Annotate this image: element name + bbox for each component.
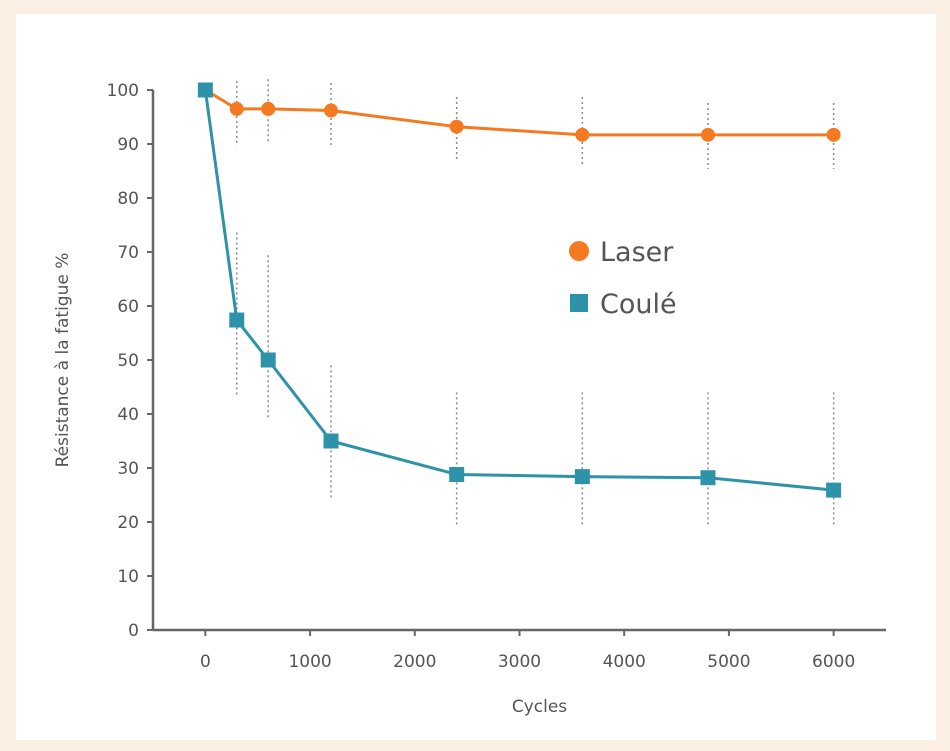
x-tick-label: 5000 <box>707 652 750 672</box>
y-tick-label: 60 <box>117 297 139 317</box>
y-tick-label: 30 <box>117 459 139 479</box>
data-point <box>197 82 213 98</box>
legend-label-laser: Laser <box>600 237 674 268</box>
data-point <box>574 469 590 485</box>
x-tick-label: 3000 <box>498 652 541 672</box>
data-point <box>700 127 715 142</box>
legend: Laser Coulé <box>569 237 677 320</box>
series <box>197 82 842 498</box>
chart-card: 0 10 20 30 40 50 60 70 80 90 100 0 1000 2000 3000 4000 5… <box>16 14 936 740</box>
y-tick-label: 10 <box>117 567 139 587</box>
error-bars <box>236 79 835 527</box>
x-axis-title: Cycles <box>512 697 567 717</box>
data-point <box>449 119 464 134</box>
x-tick-label: 1000 <box>288 652 331 672</box>
y-tick-label: 70 <box>117 243 139 263</box>
data-point <box>700 470 716 486</box>
legend-marker-coule <box>570 294 588 312</box>
data-point <box>260 352 276 368</box>
data-point <box>261 101 276 116</box>
legend-marker-laser <box>569 241 589 261</box>
x-tick-label: 6000 <box>812 652 855 672</box>
y-axis-title: Résistance à la fatigue % <box>53 253 73 468</box>
series-line <box>204 88 834 137</box>
y-tick-label: 100 <box>107 81 139 101</box>
data-point <box>229 101 244 116</box>
data-point <box>575 127 590 142</box>
x-tick-label: 2000 <box>393 652 436 672</box>
data-point <box>449 466 465 482</box>
y-tick-label: 90 <box>117 135 139 155</box>
y-tick-label: 80 <box>117 189 139 209</box>
x-tick-label: 0 <box>200 652 211 672</box>
y-tick-label: 20 <box>117 513 139 533</box>
x-tick-label: 4000 <box>603 652 646 672</box>
y-tick-label: 0 <box>128 621 139 641</box>
data-point <box>826 482 842 498</box>
series-line <box>203 89 834 492</box>
data-point <box>229 312 245 328</box>
legend-label-coule: Coulé <box>600 289 677 320</box>
data-point <box>324 103 339 118</box>
y-tick-label: 50 <box>117 351 139 371</box>
data-point <box>826 127 841 142</box>
y-tick-label: 40 <box>117 405 139 425</box>
data-point <box>323 433 339 449</box>
